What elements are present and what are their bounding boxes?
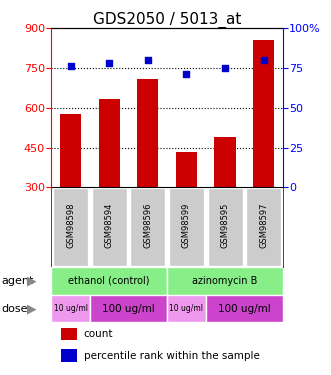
Text: dose: dose bbox=[2, 303, 28, 313]
Text: GSM98595: GSM98595 bbox=[220, 203, 230, 248]
Bar bbox=[167, 267, 283, 295]
Bar bbox=[214, 137, 236, 188]
Point bbox=[145, 57, 151, 63]
Text: GSM98597: GSM98597 bbox=[259, 203, 268, 249]
Text: 100 ug/ml: 100 ug/ml bbox=[102, 303, 155, 313]
Bar bbox=[176, 152, 197, 188]
Bar bbox=[51, 267, 167, 295]
Text: 100 ug/ml: 100 ug/ml bbox=[218, 303, 271, 313]
Bar bbox=[90, 295, 167, 322]
Text: GSM98599: GSM98599 bbox=[182, 203, 191, 248]
Point bbox=[184, 71, 189, 77]
Text: ethanol (control): ethanol (control) bbox=[69, 276, 150, 286]
Point bbox=[68, 63, 73, 69]
Bar bbox=[51, 295, 90, 322]
Point bbox=[222, 65, 228, 71]
Bar bbox=[61, 328, 77, 340]
Bar bbox=[130, 188, 166, 266]
Text: 10 ug/ml: 10 ug/ml bbox=[54, 304, 88, 313]
Text: percentile rank within the sample: percentile rank within the sample bbox=[84, 351, 260, 361]
Text: agent: agent bbox=[2, 276, 34, 286]
Text: GSM98594: GSM98594 bbox=[105, 203, 114, 248]
Bar bbox=[92, 188, 127, 266]
Text: 10 ug/ml: 10 ug/ml bbox=[169, 304, 204, 313]
Bar bbox=[137, 79, 159, 188]
Point bbox=[107, 60, 112, 66]
Bar bbox=[60, 114, 81, 188]
Text: ▶: ▶ bbox=[26, 274, 36, 287]
Bar bbox=[246, 188, 281, 266]
Title: GDS2050 / 5013_at: GDS2050 / 5013_at bbox=[93, 12, 241, 28]
Text: count: count bbox=[84, 329, 113, 339]
Point bbox=[261, 57, 266, 63]
Bar bbox=[208, 188, 243, 266]
Text: azinomycin B: azinomycin B bbox=[192, 276, 258, 286]
Text: ▶: ▶ bbox=[26, 302, 36, 315]
Text: GSM98598: GSM98598 bbox=[66, 203, 75, 249]
Bar bbox=[61, 350, 77, 362]
Bar bbox=[167, 295, 206, 322]
Bar bbox=[169, 188, 204, 266]
Bar bbox=[99, 99, 120, 188]
Bar bbox=[53, 188, 88, 266]
Bar bbox=[206, 295, 283, 322]
Bar bbox=[253, 40, 274, 188]
Text: GSM98596: GSM98596 bbox=[143, 203, 152, 249]
